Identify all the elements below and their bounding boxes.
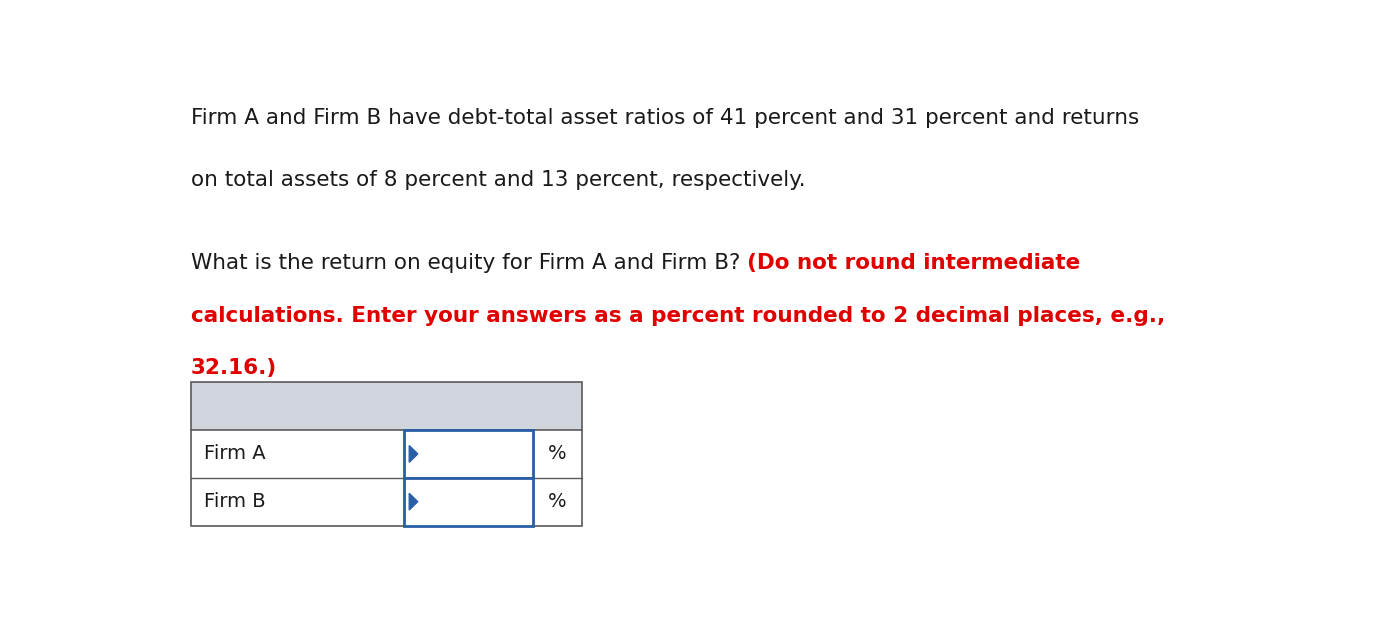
Polygon shape xyxy=(409,446,418,463)
Text: Firm A: Firm A xyxy=(203,445,265,463)
Text: calculations. Enter your answers as a percent rounded to 2 decimal places, e.g.,: calculations. Enter your answers as a pe… xyxy=(191,306,1165,326)
Text: Firm A and Firm B have debt-total asset ratios of 41 percent and 31 percent and : Firm A and Firm B have debt-total asset … xyxy=(191,108,1139,128)
Text: 32.16.): 32.16.) xyxy=(191,358,278,378)
Text: Firm B: Firm B xyxy=(203,492,265,511)
Text: (Do not round intermediate: (Do not round intermediate xyxy=(747,254,1080,273)
Text: What is the return on equity for Firm A and Firm B?: What is the return on equity for Firm A … xyxy=(191,254,747,273)
Text: %: % xyxy=(548,445,566,463)
Text: %: % xyxy=(548,492,566,511)
Polygon shape xyxy=(409,494,418,510)
Text: on total assets of 8 percent and 13 percent, respectively.: on total assets of 8 percent and 13 perc… xyxy=(191,170,805,190)
